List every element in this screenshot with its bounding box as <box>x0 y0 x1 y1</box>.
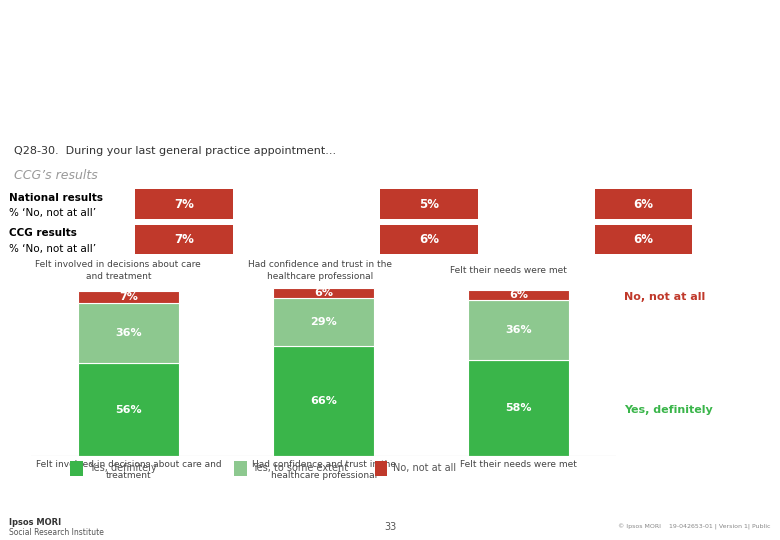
Text: 33: 33 <box>384 522 396 531</box>
Text: 29%: 29% <box>310 317 337 327</box>
Text: Perceptions of care at patients’ last appointment with a
healthcare professional: Perceptions of care at patients’ last ap… <box>14 49 523 85</box>
Text: Yes, to some extent: Yes, to some extent <box>252 463 349 474</box>
Text: 6%: 6% <box>509 289 528 300</box>
Text: Social Research Institute: Social Research Institute <box>9 528 105 537</box>
Text: Felt their needs were met: Felt their needs were met <box>460 460 577 469</box>
Text: % ‘No, not at all’: % ‘No, not at all’ <box>9 244 96 254</box>
Text: No, not at all: No, not at all <box>392 463 456 474</box>
Text: 56%: 56% <box>115 404 142 415</box>
Text: 36%: 36% <box>115 328 142 338</box>
Bar <box>273 298 374 346</box>
Text: 6%: 6% <box>633 233 654 246</box>
Text: © Ipsos MORI    19-042653-01 | Version 1| Public: © Ipsos MORI 19-042653-01 | Version 1| P… <box>618 523 771 530</box>
Text: 6%: 6% <box>419 233 439 246</box>
FancyBboxPatch shape <box>594 190 693 219</box>
FancyBboxPatch shape <box>594 225 693 254</box>
Text: 7%: 7% <box>119 292 138 302</box>
Text: 7%: 7% <box>175 198 194 211</box>
Text: 58%: 58% <box>505 403 532 413</box>
Text: Felt involved in decisions about care and
treatment: Felt involved in decisions about care an… <box>36 460 222 480</box>
FancyBboxPatch shape <box>380 190 478 219</box>
Text: Yes, definitely: Yes, definitely <box>89 463 156 474</box>
Text: Q28-30.  During your last general practice appointment...: Q28-30. During your last general practic… <box>14 146 336 156</box>
Bar <box>273 346 374 456</box>
Text: No, not at all: No, not at all <box>625 292 706 302</box>
Text: CCG’s results: CCG’s results <box>14 169 98 182</box>
Text: Base: All who had an appointment since being registered with current GP practice: Base: All who had an appointment since b… <box>9 492 530 507</box>
Text: Had confidence and trust in the
healthcare professional: Had confidence and trust in the healthca… <box>252 460 395 480</box>
Bar <box>468 300 569 360</box>
Text: % ‘No, not at all’: % ‘No, not at all’ <box>9 208 96 218</box>
Text: 66%: 66% <box>310 396 337 406</box>
FancyBboxPatch shape <box>234 461 247 476</box>
Text: 6%: 6% <box>314 288 333 298</box>
Text: Felt involved in decisions about care
and treatment: Felt involved in decisions about care an… <box>35 260 201 281</box>
Text: 36%: 36% <box>505 325 532 335</box>
Text: 5%: 5% <box>419 198 439 211</box>
Bar <box>78 363 179 456</box>
Bar <box>468 289 569 300</box>
Bar <box>78 291 179 303</box>
Text: Had confidence and trust in the
healthcare professional: Had confidence and trust in the healthca… <box>248 260 392 281</box>
Text: Felt their needs were met: Felt their needs were met <box>450 266 567 275</box>
Text: Yes, definitely: Yes, definitely <box>625 404 713 415</box>
FancyBboxPatch shape <box>380 225 478 254</box>
Text: 6%: 6% <box>633 198 654 211</box>
Text: 7%: 7% <box>175 233 194 246</box>
FancyBboxPatch shape <box>374 461 388 476</box>
Text: Ipsos MORI: Ipsos MORI <box>9 518 62 527</box>
Bar <box>78 303 179 363</box>
Text: National results: National results <box>9 193 103 203</box>
FancyBboxPatch shape <box>70 461 83 476</box>
FancyBboxPatch shape <box>136 190 233 219</box>
FancyBboxPatch shape <box>136 225 233 254</box>
Text: CCG results: CCG results <box>9 228 77 238</box>
Bar <box>273 288 374 298</box>
Bar <box>468 360 569 456</box>
